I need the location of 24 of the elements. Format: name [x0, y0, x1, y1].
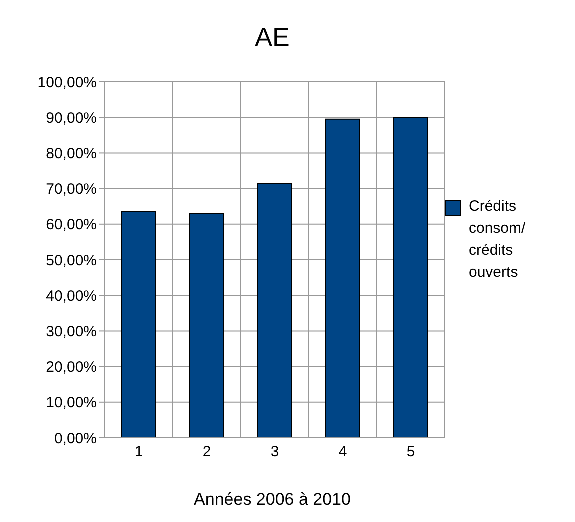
- y-tick-label: 60,00%: [46, 216, 97, 234]
- y-tick-label: 40,00%: [46, 288, 97, 305]
- bar: [122, 211, 156, 438]
- x-tick-label: 2: [202, 444, 212, 461]
- bar: [258, 182, 292, 438]
- y-tick-label: 30,00%: [46, 324, 97, 341]
- bar: [190, 213, 224, 438]
- bar: [394, 117, 428, 438]
- y-tick-label: 100,00%: [38, 74, 97, 92]
- x-axis-title: Années 2006 à 2010: [193, 490, 352, 510]
- x-tick-label: 1: [134, 444, 144, 461]
- y-tick-label: 10,00%: [46, 394, 97, 412]
- bar: [326, 118, 360, 438]
- chart-title: AE: [254, 22, 291, 53]
- y-tick-label: 70,00%: [46, 181, 97, 198]
- y-tick-label: 20,00%: [46, 359, 97, 376]
- x-tick-label: 5: [406, 444, 416, 461]
- y-tick-label: 90,00%: [46, 110, 97, 127]
- x-tick-label: 3: [270, 444, 280, 461]
- legend-label: Crédits consom/ crédits ouverts: [469, 197, 527, 283]
- y-tick-label: 80,00%: [46, 146, 97, 163]
- y-tick-label: 50,00%: [46, 252, 97, 270]
- x-tick-label: 4: [338, 444, 348, 461]
- y-tick-label: 0,00%: [54, 430, 97, 448]
